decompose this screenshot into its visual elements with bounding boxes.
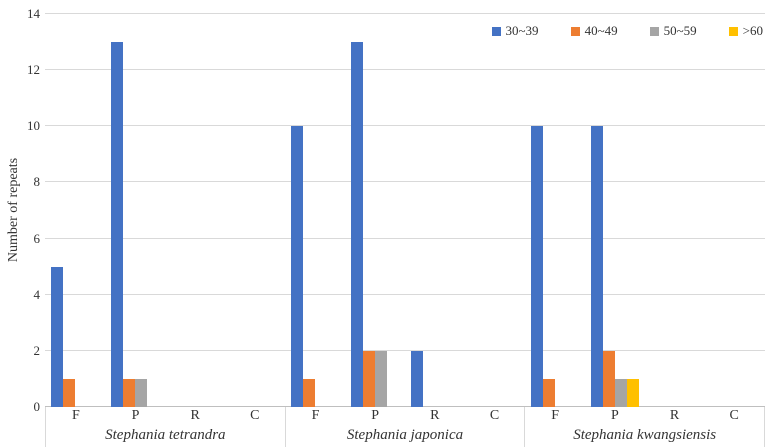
bar [51,266,63,407]
gridline [45,125,765,127]
legend-item: 40~49 [570,23,618,39]
bar [303,378,315,407]
bar-cluster [585,14,645,407]
bar [363,350,375,407]
x-axis-labels: F P R C Stephania tetrandra F P R C Stephania jap… [45,407,766,447]
y-axis-tick: 10 [27,118,40,134]
category-label: C [250,408,260,423]
y-axis-tick: 4 [33,286,41,302]
bar-group [525,14,765,407]
category-label: P [610,408,619,423]
y-axis-tick: 6 [33,230,41,246]
group-label: Stephania kwangsiensis [573,427,717,443]
bar-cluster [405,14,465,407]
plot-area: 30~39 40~49 50~59 >60 [45,13,765,407]
legend: 30~39 40~49 50~59 >60 [491,23,763,39]
bar [531,126,543,407]
bar [111,42,123,407]
bar [591,126,603,407]
bar [603,350,615,407]
bar-series-area [45,14,765,407]
gridline [45,181,765,183]
bar [135,378,147,407]
group-label: Stephania japonica [346,427,464,443]
bar [63,378,75,407]
gridline [45,237,765,239]
bar-group [45,14,285,407]
group-label: Stephania tetrandra [105,427,226,443]
bar-cluster [45,14,105,407]
legend-item: 50~59 [649,23,697,39]
legend-swatch-icon [649,26,659,36]
category-label: R [669,408,680,423]
bar [291,126,303,407]
bar-cluster [465,14,525,407]
category-label: C [489,408,500,423]
x-axis-group: F P R C Stephania japonica [286,407,526,447]
bar-cluster [105,14,165,407]
category-label: F [551,408,560,423]
legend-label: 40~49 [584,23,618,38]
category-label: C [729,408,739,423]
legend-swatch-icon [491,26,501,36]
y-axis-tick: 12 [27,62,40,78]
bar [615,378,627,407]
bar-group [285,14,525,407]
x-axis-line [45,406,765,407]
legend-item: >60 [728,23,763,39]
category-label: R [430,408,440,423]
y-axis-tick: 2 [33,342,41,358]
bar-cluster [165,14,225,407]
y-axis-tick: 0 [33,399,41,414]
bar [123,378,135,407]
bar-cluster [345,14,405,407]
bar [627,378,639,407]
y-axis-tick-labels: 0 2 4 6 8 10 12 14 [6,6,41,414]
y-axis-tick: 14 [27,6,40,21]
legend-swatch-icon [728,26,738,36]
bar [351,42,363,407]
bar [543,378,555,407]
gridline [45,69,765,71]
gridline [45,349,765,351]
legend-label: 30~39 [505,23,539,38]
x-axis-group: F P R C Stephania tetrandra [46,407,286,447]
bar-cluster [225,14,285,407]
category-label: F [311,408,320,423]
gridline [45,13,765,14]
bar-cluster [705,14,765,407]
gridline [45,293,765,295]
bar [411,350,423,407]
legend-swatch-icon [570,26,580,36]
category-label: R [190,408,200,423]
legend-label: 50~59 [663,23,697,38]
category-label: F [71,408,80,423]
bar-cluster [525,14,585,407]
category-label: P [371,408,380,423]
bar-cluster [285,14,345,407]
legend-label: >60 [742,23,763,38]
bar-cluster [645,14,705,407]
category-label: P [131,408,140,423]
legend-item: 30~39 [491,23,539,39]
bar [375,350,387,407]
y-axis-tick: 8 [33,174,41,190]
x-axis-group: F P R C Stephania kwangsiensis [525,407,766,447]
